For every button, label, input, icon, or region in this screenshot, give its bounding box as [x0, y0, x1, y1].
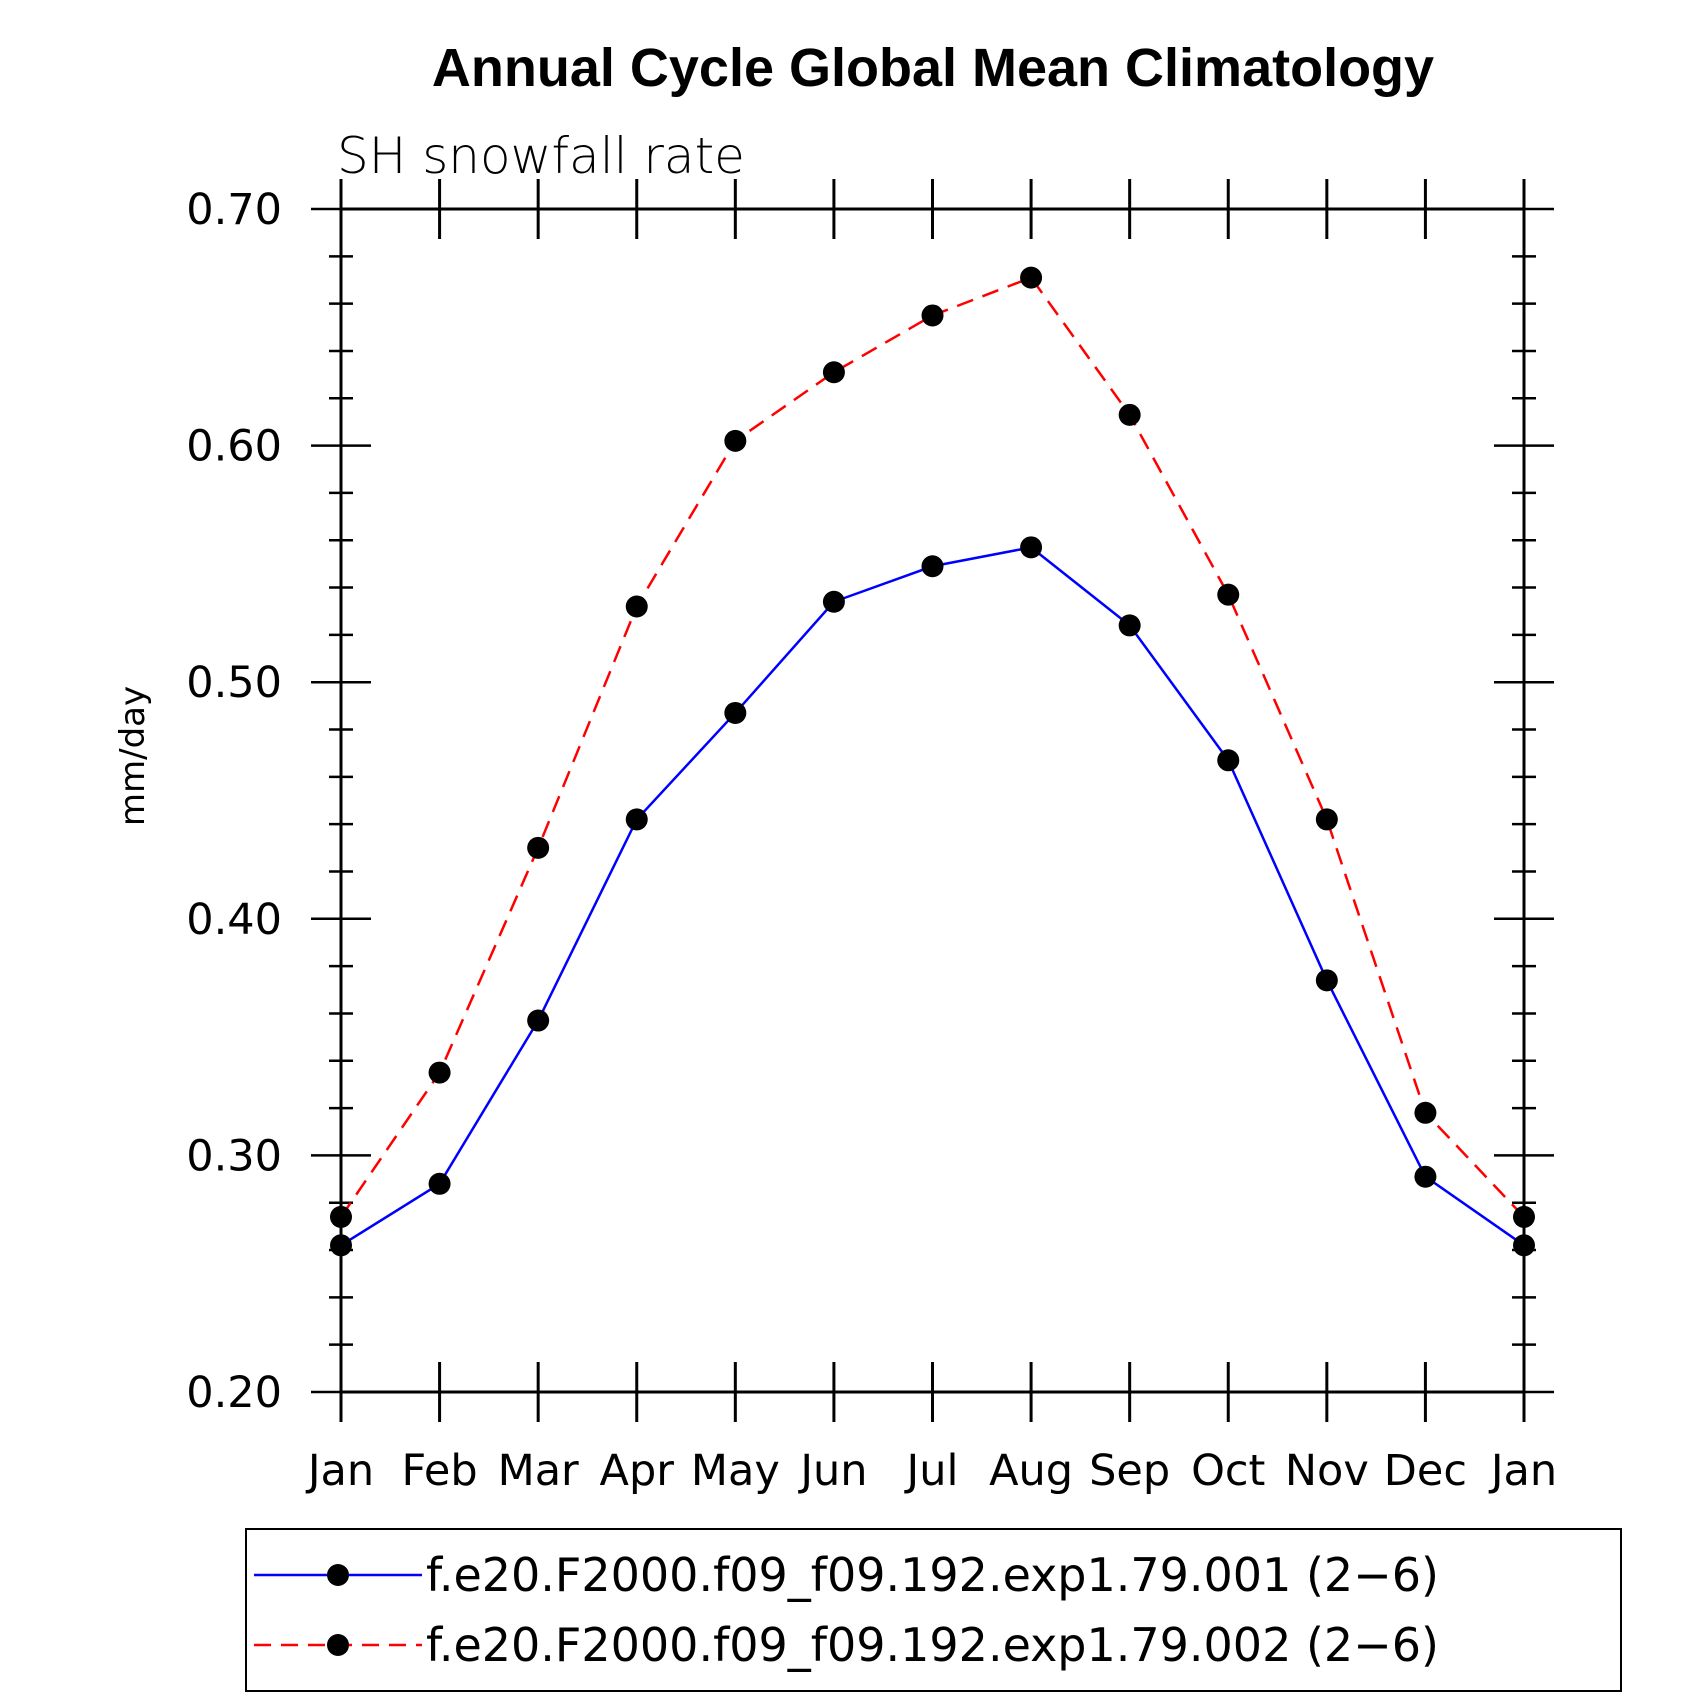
data-point-series-2 — [921, 304, 944, 327]
legend-marker-series-1 — [327, 1564, 349, 1586]
data-point-series-1 — [1513, 1234, 1535, 1257]
series-layer — [330, 266, 1535, 1257]
data-point-series-1 — [527, 1009, 550, 1032]
data-point-series-2 — [1118, 403, 1141, 426]
y-tick-label: 0.30 — [186, 1131, 282, 1181]
legend-label-series-1: f.e20.F2000.f09_f09.192.exp1.79.001 (2−6… — [426, 1548, 1439, 1602]
chart-title: Annual Cycle Global Mean Climatology — [432, 38, 1434, 98]
x-tick-label: Jan — [305, 1446, 374, 1496]
data-point-series-1 — [1414, 1165, 1437, 1188]
data-point-series-1 — [330, 1234, 352, 1257]
y-tick-label: 0.60 — [186, 422, 282, 472]
data-point-series-2 — [1020, 266, 1043, 289]
x-tick-label: Jun — [797, 1446, 867, 1496]
series-line-2 — [339, 276, 1525, 1218]
data-point-series-2 — [527, 836, 550, 859]
data-point-series-2 — [1513, 1205, 1535, 1228]
data-point-series-1 — [1217, 749, 1240, 772]
data-point-series-2 — [724, 429, 747, 452]
y-tick-labels: 0.20 0.30 0.40 0.50 0.60 0.70 — [186, 185, 282, 1418]
x-tick-label: Oct — [1191, 1446, 1265, 1496]
data-point-series-2 — [625, 595, 648, 618]
x-tick-label: Dec — [1384, 1446, 1467, 1496]
data-point-series-2 — [1315, 808, 1338, 831]
y-tick-label: 0.70 — [186, 185, 282, 235]
data-point-series-1 — [1020, 536, 1043, 559]
data-point-series-1 — [428, 1172, 451, 1195]
data-point-series-1 — [625, 808, 648, 831]
x-tick-label: Mar — [498, 1446, 579, 1496]
legend-label-series-2: f.e20.F2000.f09_f09.192.exp1.79.002 (2−6… — [426, 1618, 1439, 1672]
axis-ticks — [311, 179, 1554, 1422]
legend-marker-series-2 — [327, 1634, 349, 1656]
y-tick-label: 0.40 — [186, 895, 282, 945]
legend-box — [245, 1528, 1622, 1692]
data-point-series-1 — [724, 701, 747, 724]
x-tick-label: Nov — [1285, 1446, 1369, 1496]
data-point-series-2 — [428, 1061, 451, 1084]
series-line-1 — [340, 546, 1525, 1247]
y-axis-label: mm/day — [113, 686, 153, 826]
data-point-series-2 — [822, 361, 845, 384]
x-tick-labels: Jan Feb Mar Apr May Jun Jul Aug Sep Oct Nov Dec Jan — [305, 1446, 1557, 1496]
x-tick-label: Feb — [402, 1446, 478, 1496]
legend: f.e20.F2000.f09_f09.192.exp1.79.001 (2−6… — [245, 1528, 1622, 1692]
data-point-series-1 — [921, 555, 944, 578]
plot-frame — [339, 207, 1526, 1394]
data-point-series-1 — [1118, 614, 1141, 637]
data-point-series-2 — [1217, 583, 1240, 606]
y-tick-label: 0.20 — [186, 1368, 282, 1418]
x-tick-label: Sep — [1089, 1446, 1170, 1496]
data-point-series-2 — [330, 1205, 352, 1228]
x-tick-label: Aug — [989, 1446, 1073, 1496]
x-tick-label: May — [691, 1446, 780, 1496]
x-tick-label: Jul — [904, 1446, 959, 1496]
data-point-series-2 — [1414, 1101, 1437, 1124]
data-point-series-1 — [822, 590, 845, 613]
y-tick-label: 0.50 — [186, 658, 282, 708]
data-point-series-1 — [1315, 969, 1338, 992]
chart-subtitle: SH snowfall rate — [337, 127, 745, 185]
x-tick-label: Apr — [600, 1446, 675, 1496]
x-tick-label: Jan — [1488, 1446, 1557, 1496]
